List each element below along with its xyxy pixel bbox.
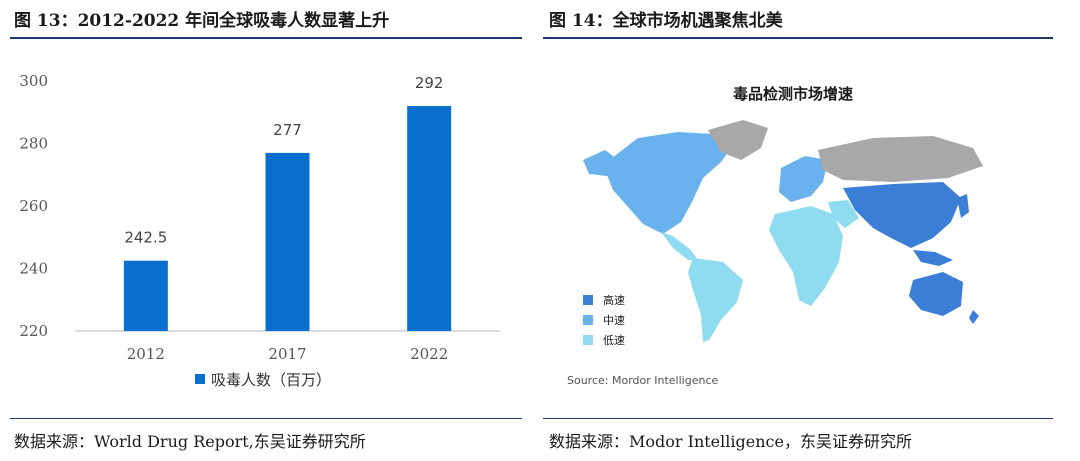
legend-swatch bbox=[195, 374, 205, 384]
y-tick-label-3: 280 bbox=[19, 135, 48, 153]
asia-region bbox=[843, 182, 961, 248]
left-title-rule bbox=[10, 37, 522, 39]
legend-item-medium: 中速 bbox=[583, 310, 625, 330]
europe-region bbox=[779, 156, 828, 202]
bar-2012 bbox=[123, 260, 168, 331]
legend-swatch-high bbox=[583, 295, 593, 305]
bar-2017 bbox=[265, 152, 310, 331]
middle-east-region bbox=[828, 200, 859, 228]
southeast-asia-region bbox=[913, 250, 953, 266]
right-figure-title: 图 14：全球市场机遇聚焦北美 bbox=[549, 11, 783, 31]
russia-region bbox=[818, 136, 983, 182]
y-tick-label-1: 240 bbox=[19, 260, 48, 278]
right-source-rule bbox=[543, 418, 1053, 419]
y-tick-label-4: 300 bbox=[19, 72, 48, 90]
map-legend: 高速 中速 低速 bbox=[583, 290, 625, 350]
legend-label-medium: 中速 bbox=[603, 314, 625, 327]
y-tick-label-2: 260 bbox=[19, 197, 48, 215]
japan-region bbox=[957, 194, 969, 218]
legend-item-high: 高速 bbox=[583, 290, 625, 310]
x-tick-label-2017: 2017 bbox=[268, 345, 306, 363]
map-source: Source: Mordor Intelligence bbox=[567, 374, 719, 387]
south-america-region bbox=[688, 258, 743, 342]
map-title: 毒品检测市场增速 bbox=[733, 85, 854, 103]
new-zealand-region bbox=[969, 310, 979, 324]
greenland-region bbox=[708, 120, 768, 160]
left-figure-source: 数据来源：World Drug Report,东吴证券研究所 bbox=[14, 432, 366, 451]
bar-chart: 220 240 260 280 300 242.5 2012 277 2017 292 2022 吸毒… bbox=[19, 72, 500, 389]
x-tick-label-2022: 2022 bbox=[410, 345, 448, 363]
legend-label: 吸毒人数（百万） bbox=[211, 371, 331, 389]
legend-item-low: 低速 bbox=[583, 330, 625, 350]
legend-swatch-low bbox=[583, 335, 593, 345]
data-label-2022: 292 bbox=[415, 74, 444, 92]
alaska-region bbox=[583, 150, 621, 176]
data-label-2012: 242.5 bbox=[124, 229, 167, 247]
right-title-rule bbox=[543, 37, 1053, 39]
central-america-region bbox=[661, 232, 698, 260]
legend-label-low: 低速 bbox=[603, 334, 625, 347]
north-america-region bbox=[603, 132, 733, 234]
world-map bbox=[583, 120, 983, 342]
data-label-2017: 277 bbox=[273, 121, 302, 139]
australia-region bbox=[909, 272, 963, 316]
legend-label-high: 高速 bbox=[603, 294, 625, 307]
y-tick-label-0: 220 bbox=[19, 322, 48, 340]
left-source-rule bbox=[10, 418, 522, 419]
right-figure-source: 数据来源：Modor Intelligence，东吴证券研究所 bbox=[549, 432, 912, 451]
africa-region bbox=[769, 206, 843, 306]
x-tick-label-2012: 2012 bbox=[127, 345, 165, 363]
bar-2022 bbox=[407, 106, 452, 331]
legend-swatch-medium bbox=[583, 315, 593, 325]
left-figure-title: 图 13：2012-2022 年间全球吸毒人数显著上升 bbox=[14, 11, 390, 31]
